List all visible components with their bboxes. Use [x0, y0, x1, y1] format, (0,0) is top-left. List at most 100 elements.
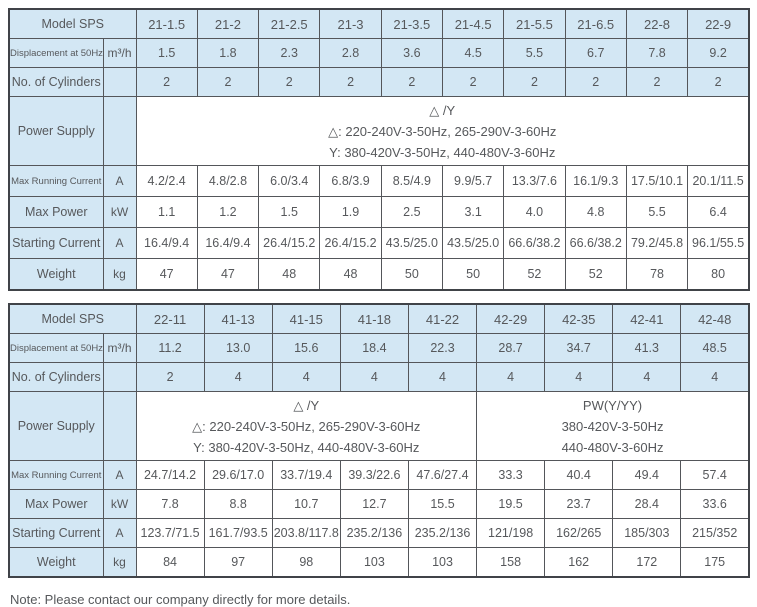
- model-cell: 42-48: [680, 303, 750, 334]
- value-cell: 162/265: [544, 518, 614, 548]
- value-cell: 158: [476, 547, 546, 578]
- power-supply-line: △: 220-240V-3-50Hz, 265-290V-3-60Hz: [192, 418, 421, 434]
- row-unit-cell: A: [102, 460, 137, 490]
- model-header-row: Model SPS 22-11 41-13 41-15 41-18 41-22 42-29 4…: [8, 303, 750, 334]
- power-supply-line: 380-420V-3-50Hz: [561, 418, 664, 434]
- value-cell: 29.6/17.0: [203, 460, 273, 490]
- row-unit-cell: [102, 362, 137, 392]
- spec-row: Max Running Current A 4.2/2.4 4.8/2.8 6.0/3.…: [8, 165, 750, 197]
- value-cell: 66.6/38.2: [564, 227, 627, 259]
- value-cell: 2.8: [319, 38, 382, 68]
- value-cell: 13.3/7.6: [503, 165, 566, 197]
- row-label-cell: Max Running Current: [8, 165, 104, 197]
- model-cell: 42-29: [476, 303, 546, 334]
- value-cell: 4: [680, 362, 750, 392]
- value-cell: 1.5: [135, 38, 198, 68]
- value-cell: 1.1: [135, 196, 198, 228]
- row-unit-cell: kW: [102, 489, 137, 519]
- row-unit-cell: kg: [102, 547, 137, 578]
- value-cell: 49.4: [612, 460, 682, 490]
- value-cell: 1.9: [319, 196, 382, 228]
- model-cell: 42-41: [612, 303, 682, 334]
- value-cell: 79.2/45.8: [625, 227, 689, 259]
- value-cell: 4.2/2.4: [135, 165, 198, 197]
- value-cell: 1.2: [196, 196, 260, 228]
- value-cell: 41.3: [612, 333, 682, 363]
- value-cell: 6.0/3.4: [258, 165, 321, 197]
- row-label-cell: Max Power: [8, 489, 104, 519]
- power-supply-line: 440-480V-3-60Hz: [561, 439, 664, 455]
- value-cell: 3.6: [380, 38, 443, 68]
- model-cell: 22-8: [625, 8, 689, 39]
- model-cell: 22-9: [687, 8, 750, 39]
- row-label-cell: No. of Cylinders: [8, 362, 104, 392]
- row-label-cell: Starting Current: [8, 227, 104, 259]
- value-cell: 4.8: [564, 196, 627, 228]
- value-cell: 235.2/136: [407, 518, 478, 548]
- row-unit-cell: [102, 391, 137, 461]
- value-cell: 4: [271, 362, 341, 392]
- spec-table-2: Model SPS 22-11 41-13 41-15 41-18 41-22 42-29 4…: [8, 303, 750, 578]
- value-cell: 97: [203, 547, 273, 578]
- row-unit-cell: kW: [102, 196, 137, 228]
- row-label-cell: Power Supply: [8, 391, 104, 461]
- value-cell: 43.5/25.0: [380, 227, 443, 259]
- value-cell: 11.2: [135, 333, 205, 363]
- model-cell: 21-1.5: [135, 8, 198, 39]
- value-cell: 23.7: [544, 489, 614, 519]
- value-cell: 84: [135, 547, 205, 578]
- row-unit-cell: m³/h: [102, 38, 137, 68]
- value-cell: 2: [135, 67, 198, 97]
- value-cell: 43.5/25.0: [441, 227, 505, 259]
- value-cell: 4.5: [441, 38, 505, 68]
- value-cell: 52: [564, 258, 627, 291]
- spec-row: Starting Current A 123.7/71.5 161.7/93.5 203…: [8, 518, 750, 548]
- row-label-cell: Displacement at 50Hz: [8, 38, 104, 68]
- value-cell: 2: [564, 67, 627, 97]
- power-supply-row: Power Supply △ /Y △: 220-240V-3-50Hz, 265-…: [8, 96, 750, 166]
- model-cell: 21-3.5: [380, 8, 443, 39]
- row-label-cell: Weight: [8, 547, 104, 578]
- value-cell: 8.8: [203, 489, 273, 519]
- value-cell: 2: [135, 362, 205, 392]
- value-cell: 2: [687, 67, 750, 97]
- value-cell: 50: [380, 258, 443, 291]
- value-cell: 4: [339, 362, 409, 392]
- value-cell: 16.1/9.3: [564, 165, 627, 197]
- row-label-cell: No. of Cylinders: [8, 67, 104, 97]
- row-label-cell: Displacement at 50Hz: [8, 333, 104, 363]
- model-header-cell: Model SPS: [8, 8, 137, 39]
- power-supply-line: △: 220-240V-3-50Hz, 265-290V-3-60Hz: [328, 123, 557, 139]
- power-supply-line: △ /Y: [429, 102, 456, 118]
- value-cell: 13.0: [203, 333, 273, 363]
- spec-row: No. of Cylinders 2 4 4 4 4 4 4 4 4: [8, 362, 750, 392]
- value-cell: 103: [339, 547, 409, 578]
- spec-row: Starting Current A 16.4/9.4 16.4/9.4 26.4/15…: [8, 227, 750, 259]
- model-header-cell: Model SPS: [8, 303, 137, 334]
- value-cell: 26.4/15.2: [258, 227, 321, 259]
- value-cell: 9.2: [687, 38, 750, 68]
- value-cell: 28.7: [476, 333, 546, 363]
- value-cell: 16.4/9.4: [196, 227, 260, 259]
- value-cell: 3.1: [441, 196, 505, 228]
- value-cell: 5.5: [625, 196, 689, 228]
- value-cell: 10.7: [271, 489, 341, 519]
- value-cell: 24.7/14.2: [135, 460, 205, 490]
- model-cell: 21-2.5: [258, 8, 321, 39]
- value-cell: 48: [258, 258, 321, 291]
- value-cell: 98: [271, 547, 341, 578]
- value-cell: 2.5: [380, 196, 443, 228]
- row-unit-cell: [102, 67, 137, 97]
- value-cell: 4.0: [503, 196, 566, 228]
- model-cell: 21-6.5: [564, 8, 627, 39]
- value-cell: 2: [258, 67, 321, 97]
- row-label-cell: Max Running Current: [8, 460, 104, 490]
- value-cell: 48: [319, 258, 382, 291]
- value-cell: 17.5/10.1: [625, 165, 689, 197]
- value-cell: 33.6: [680, 489, 750, 519]
- power-supply-line: PW(Y/YY): [582, 397, 643, 413]
- row-label-cell: Max Power: [8, 196, 104, 228]
- value-cell: 215/352: [680, 518, 750, 548]
- value-cell: 40.4: [544, 460, 614, 490]
- spec-row: Weight kg 47 47 48 48 50 50 52 52 78 80: [8, 258, 750, 291]
